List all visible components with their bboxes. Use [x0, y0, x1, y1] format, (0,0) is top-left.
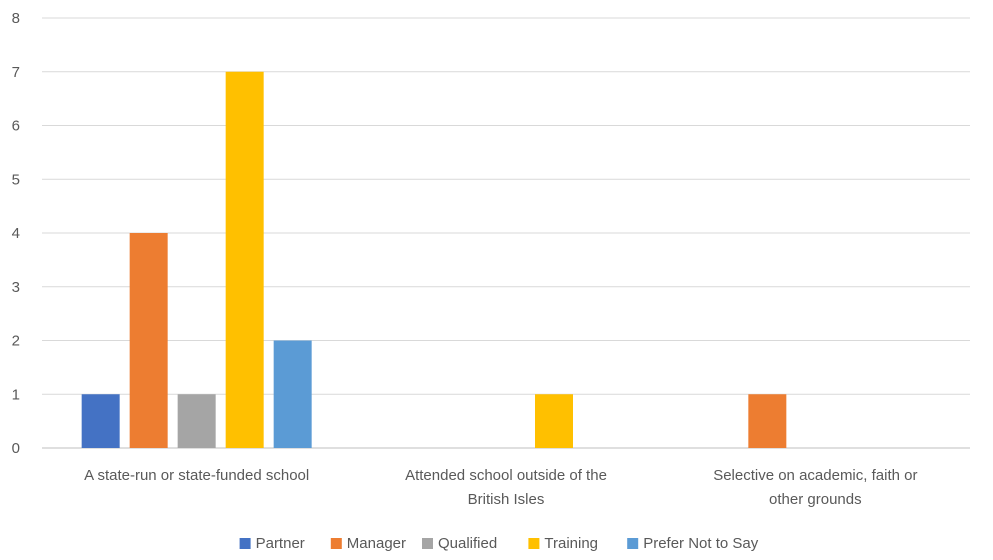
legend-item-qualified: Qualified — [422, 535, 497, 552]
bar-training — [225, 71, 264, 448]
y-tick-label: 6 — [12, 118, 20, 135]
legend-label: Prefer Not to Say — [643, 535, 759, 552]
legend-label: Training — [544, 535, 598, 552]
bar-prefer-not-to-say — [273, 340, 312, 448]
bars — [81, 71, 787, 448]
bar-training — [535, 394, 573, 448]
legend-label: Qualified — [438, 535, 497, 552]
y-tick-label: 8 — [12, 10, 20, 27]
y-tick-label: 5 — [12, 171, 20, 188]
legend-item-prefer-not-to-say: Prefer Not to Say — [627, 535, 759, 552]
legend-item-manager: Manager — [330, 535, 406, 552]
y-axis: 0 1 2 3 4 5 6 7 8 — [12, 10, 20, 457]
legend-item-partner: Partner — [239, 535, 305, 552]
x-category-label: A state-run or state-funded school — [84, 467, 309, 484]
x-axis: A state-run or state-funded school Attend… — [84, 467, 917, 508]
x-category-label: Selective on academic, faith or other gro… — [713, 467, 917, 508]
legend-label: Partner — [256, 535, 305, 552]
legend-swatch — [239, 538, 251, 549]
y-tick-label: 4 — [12, 225, 20, 242]
legend-label: Manager — [347, 535, 406, 552]
y-tick-label: 2 — [12, 333, 20, 350]
bar-qualified — [177, 394, 216, 448]
y-tick-label: 7 — [12, 64, 20, 81]
legend-swatch — [422, 538, 433, 549]
bar-manager — [748, 394, 787, 448]
legend-swatch — [330, 538, 342, 549]
bar-manager — [129, 233, 168, 448]
y-tick-label: 1 — [12, 386, 20, 403]
gridlines — [42, 17, 970, 449]
y-tick-label: 0 — [12, 440, 20, 457]
bar-partner — [81, 394, 120, 448]
y-tick-label: 3 — [12, 279, 20, 296]
x-category-label: Attended school outside of the British Is… — [405, 467, 607, 508]
legend-swatch — [627, 538, 639, 549]
legend: Partner Manager Qualified Training Prefer No… — [239, 535, 759, 552]
legend-swatch — [528, 538, 540, 549]
legend-item-training: Training — [528, 535, 598, 552]
